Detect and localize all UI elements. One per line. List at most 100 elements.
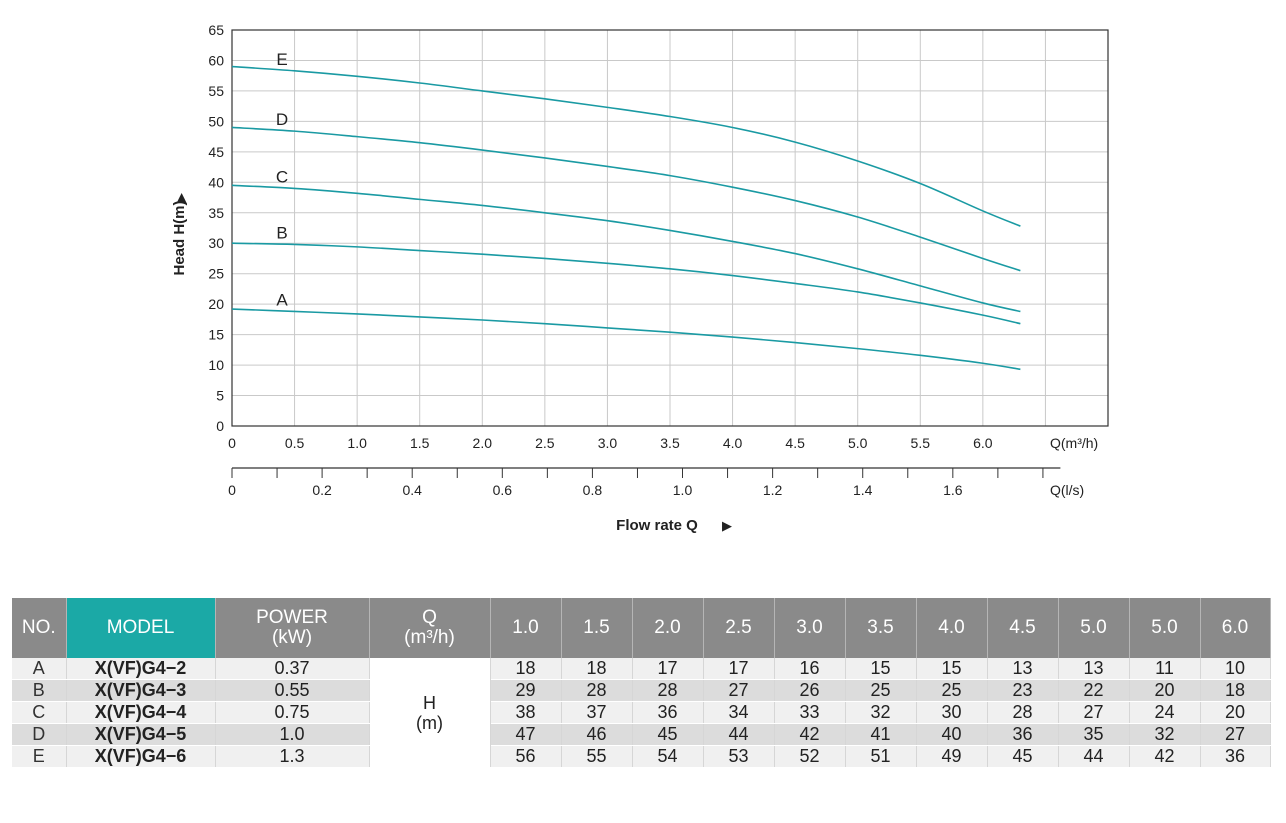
row-value: 33	[774, 701, 846, 724]
row-value: 36	[632, 701, 704, 724]
chart-axes: 0 5 10 15 20 25 30 35 40 45 50 55 60 65 0 0.5 1.0 1.5 2.0 2…	[208, 22, 1109, 498]
row-value: 38	[490, 701, 562, 724]
row-power: 1.0	[215, 723, 370, 746]
row-value: 29	[490, 679, 562, 702]
power-header: POWER (kW)	[215, 598, 370, 658]
row-power: 0.37	[215, 658, 370, 680]
row-value: 17	[703, 658, 775, 680]
row-value: 46	[561, 723, 633, 746]
curve-label-e: E	[276, 50, 287, 69]
row-value: 23	[987, 679, 1059, 702]
lps-tick-label: 0.6	[493, 482, 513, 498]
head-unit-line1: H	[423, 692, 436, 713]
head-unit-cell: H (m)	[369, 658, 491, 768]
row-value: 22	[1058, 679, 1130, 702]
row-no: A	[12, 658, 67, 680]
row-power: 0.55	[215, 679, 370, 702]
curve-d	[231, 126, 1021, 272]
row-no: B	[12, 679, 67, 702]
row-value: 34	[703, 701, 775, 724]
no-header: NO.	[12, 598, 67, 658]
row-value: 32	[845, 701, 917, 724]
row-value: 32	[1129, 723, 1201, 746]
x-tick-label: 2.5	[535, 435, 555, 451]
row-value: 56	[490, 745, 562, 768]
row-value: 15	[916, 658, 988, 680]
x-tick-label: 2.0	[473, 435, 493, 451]
flow-col-header: 3.5	[845, 598, 917, 658]
row-value: 41	[845, 723, 917, 746]
table-row: E X(VF)G4−6 1.3 56 55 54 53 52 51 49 45 …	[12, 745, 1271, 768]
row-value: 27	[703, 679, 775, 702]
row-value: 27	[1058, 701, 1130, 724]
curve-a	[231, 308, 1021, 371]
row-value: 24	[1129, 701, 1201, 724]
row-no: D	[12, 723, 67, 746]
curve-b	[231, 242, 1021, 325]
flow-col-header: 6.0	[1200, 598, 1271, 658]
row-power: 0.75	[215, 701, 370, 724]
row-model: X(VF)G4−6	[66, 745, 216, 768]
power-header-line2: (kW)	[271, 627, 313, 648]
y-tick-label: 25	[208, 266, 224, 282]
x-tick-label: 1.5	[410, 435, 430, 451]
row-value: 26	[774, 679, 846, 702]
x-tick-label: 5.5	[911, 435, 931, 451]
y-tick-label: 20	[208, 296, 224, 312]
row-no: C	[12, 701, 67, 724]
row-value: 20	[1200, 701, 1271, 724]
flow-col-header: 4.5	[987, 598, 1059, 658]
row-model: X(VF)G4−4	[66, 701, 216, 724]
y-tick-label: 30	[208, 235, 224, 251]
lps-tick-label: 1.2	[763, 482, 783, 498]
x-axis-arrow: ▶	[722, 518, 732, 533]
chart-series: A B C D E	[231, 50, 1021, 371]
performance-curve-chart: 0 5 10 15 20 25 30 35 40 45 50 55 60 65 0 0.5 1.0 1.5 2.0 2…	[171, 22, 1109, 534]
y-axis-label: Head H(m)	[171, 200, 188, 275]
flow-col-header: 2.0	[632, 598, 704, 658]
flow-col-header: 4.0	[916, 598, 988, 658]
table-row: D X(VF)G4−5 1.0 47 46 45 44 42 41 40 36 …	[12, 723, 1271, 746]
flow-col-header: 3.0	[774, 598, 846, 658]
flow-col-header: 1.0	[490, 598, 562, 658]
row-value: 45	[632, 723, 704, 746]
table-header-row: NO. MODEL POWER (kW) Q (m³/h) 1.0 1.5 2.0 …	[12, 598, 1271, 658]
row-model: X(VF)G4−5	[66, 723, 216, 746]
lps-tick-label: 1.4	[853, 482, 873, 498]
chart-grid	[232, 29, 1108, 427]
row-value: 18	[490, 658, 562, 680]
row-model: X(VF)G4−3	[66, 679, 216, 702]
y-tick-label: 10	[208, 357, 224, 373]
row-value: 18	[561, 658, 633, 680]
row-value: 36	[987, 723, 1059, 746]
lps-tick-label: 0	[228, 482, 236, 498]
x-tick-label: 5.0	[848, 435, 868, 451]
x-tick-label: 3.5	[660, 435, 680, 451]
row-value: 13	[1058, 658, 1130, 680]
table-row: B X(VF)G4−3 0.55 29 28 28 27 26 25 25 23…	[12, 679, 1271, 702]
x-tick-label: 0	[228, 435, 236, 451]
power-header-line1: POWER	[256, 607, 328, 628]
y-tick-label: 50	[208, 113, 224, 129]
row-value: 40	[916, 723, 988, 746]
row-value: 10	[1200, 658, 1271, 680]
model-header: MODEL	[66, 598, 216, 658]
lps-tick-label: 0.4	[402, 482, 422, 498]
x-unit-top-label: Q(m³/h)	[1050, 435, 1098, 451]
row-value: 53	[703, 745, 775, 768]
x-tick-label: 1.0	[347, 435, 367, 451]
flow-col-header: 1.5	[561, 598, 633, 658]
row-value: 18	[1200, 679, 1271, 702]
y-tick-label: 40	[208, 174, 224, 190]
plot-frame	[231, 29, 1109, 427]
x-tick-label: 0.5	[285, 435, 305, 451]
row-value: 42	[774, 723, 846, 746]
row-value: 25	[845, 679, 917, 702]
row-value: 45	[987, 745, 1059, 768]
y-axis-arrow: ▶	[173, 193, 188, 203]
curve-label-a: A	[276, 290, 288, 309]
x-unit-bottom-label: Q(l/s)	[1050, 482, 1084, 498]
lps-tick-label: 1.0	[673, 482, 693, 498]
row-value: 13	[987, 658, 1059, 680]
flow-col-header: 2.5	[703, 598, 775, 658]
